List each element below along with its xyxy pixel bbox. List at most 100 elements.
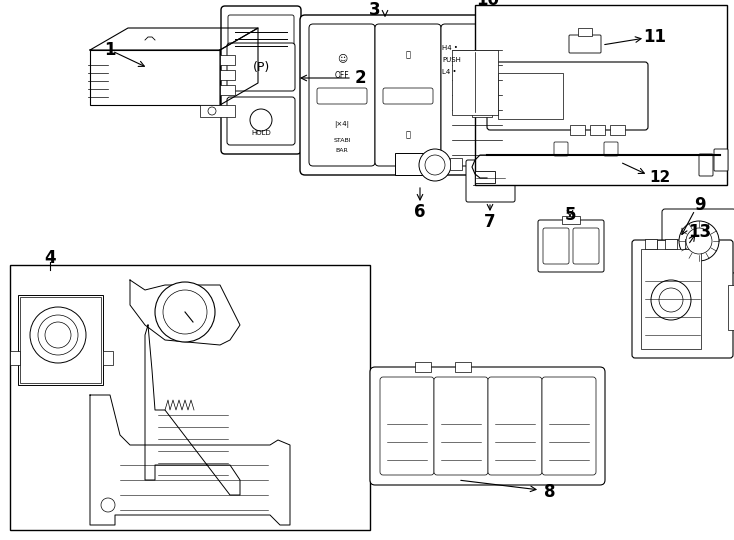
Text: 3: 3 (369, 1, 381, 19)
FancyBboxPatch shape (569, 35, 601, 53)
FancyBboxPatch shape (699, 154, 713, 176)
FancyBboxPatch shape (434, 377, 488, 475)
Text: 2: 2 (355, 69, 366, 87)
Circle shape (659, 288, 683, 312)
Bar (10, 265, 370, 530)
FancyBboxPatch shape (538, 220, 604, 272)
Bar (395, 153, 423, 175)
Text: 9: 9 (694, 196, 706, 214)
Bar (610, 125, 625, 135)
Bar (450, 158, 462, 170)
FancyBboxPatch shape (221, 6, 301, 154)
FancyBboxPatch shape (227, 97, 295, 145)
Polygon shape (145, 325, 240, 495)
FancyBboxPatch shape (488, 377, 542, 475)
Text: |×4|: |×4| (335, 122, 349, 129)
Bar (498, 73, 563, 119)
FancyBboxPatch shape (441, 24, 511, 166)
Circle shape (679, 221, 719, 261)
Text: 6: 6 (414, 203, 426, 221)
Text: (P): (P) (252, 60, 269, 73)
Bar (562, 216, 580, 224)
Bar (685, 239, 697, 249)
Bar (415, 362, 431, 372)
Bar (472, 87, 492, 117)
Text: 11: 11 (644, 28, 666, 46)
Text: ☺: ☺ (337, 53, 347, 63)
FancyBboxPatch shape (714, 149, 728, 171)
Bar (220, 85, 235, 95)
Text: 5: 5 (564, 206, 575, 224)
Bar (452, 50, 498, 115)
Text: 10: 10 (476, 0, 500, 9)
FancyBboxPatch shape (370, 367, 605, 485)
Circle shape (155, 282, 215, 342)
Bar (645, 239, 657, 249)
Bar (10, 351, 20, 365)
Circle shape (250, 109, 272, 131)
Circle shape (686, 228, 712, 254)
Bar (475, 5, 727, 185)
Polygon shape (90, 28, 258, 50)
Circle shape (101, 498, 115, 512)
Bar (570, 125, 585, 135)
Text: STABI: STABI (333, 138, 351, 143)
Circle shape (45, 322, 71, 348)
Text: 8: 8 (544, 483, 556, 501)
Polygon shape (220, 28, 258, 105)
Bar (20, 297, 101, 383)
FancyBboxPatch shape (554, 142, 568, 156)
Text: 🔧: 🔧 (405, 51, 410, 59)
Bar (475, 171, 495, 183)
Text: L4 •: L4 • (442, 69, 457, 75)
Bar (220, 70, 235, 80)
Bar (220, 55, 235, 65)
Circle shape (30, 307, 86, 363)
Bar (455, 362, 471, 372)
Text: 🔩: 🔩 (405, 131, 410, 139)
Bar (578, 28, 592, 36)
Bar (665, 239, 677, 249)
Circle shape (425, 155, 445, 175)
FancyBboxPatch shape (632, 240, 733, 358)
Bar (657, 240, 667, 260)
Text: OFF: OFF (335, 71, 349, 79)
FancyBboxPatch shape (542, 377, 596, 475)
Text: 1: 1 (104, 41, 116, 59)
FancyBboxPatch shape (573, 228, 599, 264)
FancyBboxPatch shape (604, 142, 618, 156)
Bar (641, 249, 701, 349)
FancyBboxPatch shape (300, 15, 520, 175)
Text: H4 •: H4 • (442, 45, 458, 51)
FancyBboxPatch shape (487, 62, 648, 130)
Bar (200, 105, 235, 117)
Circle shape (651, 280, 691, 320)
Text: PUSH: PUSH (442, 57, 461, 63)
Text: 7: 7 (484, 213, 495, 231)
FancyBboxPatch shape (543, 228, 569, 264)
Text: 12: 12 (650, 171, 671, 186)
Text: 13: 13 (688, 223, 711, 241)
Circle shape (163, 290, 207, 334)
Circle shape (208, 107, 216, 115)
FancyBboxPatch shape (227, 43, 295, 91)
FancyBboxPatch shape (662, 209, 734, 273)
Text: BAR: BAR (335, 147, 349, 152)
Bar (18, 295, 103, 385)
Circle shape (419, 149, 451, 181)
Bar (590, 125, 605, 135)
Polygon shape (90, 395, 290, 525)
Bar (103, 351, 113, 365)
Text: 4: 4 (44, 249, 56, 267)
FancyBboxPatch shape (309, 24, 375, 166)
Bar (90, 50, 220, 105)
Text: HOLD: HOLD (251, 130, 271, 136)
FancyBboxPatch shape (383, 88, 433, 104)
FancyBboxPatch shape (380, 377, 434, 475)
Circle shape (38, 315, 78, 355)
Bar (728, 285, 734, 330)
FancyBboxPatch shape (375, 24, 441, 166)
FancyBboxPatch shape (466, 160, 515, 202)
FancyBboxPatch shape (317, 88, 367, 104)
FancyBboxPatch shape (228, 15, 294, 57)
